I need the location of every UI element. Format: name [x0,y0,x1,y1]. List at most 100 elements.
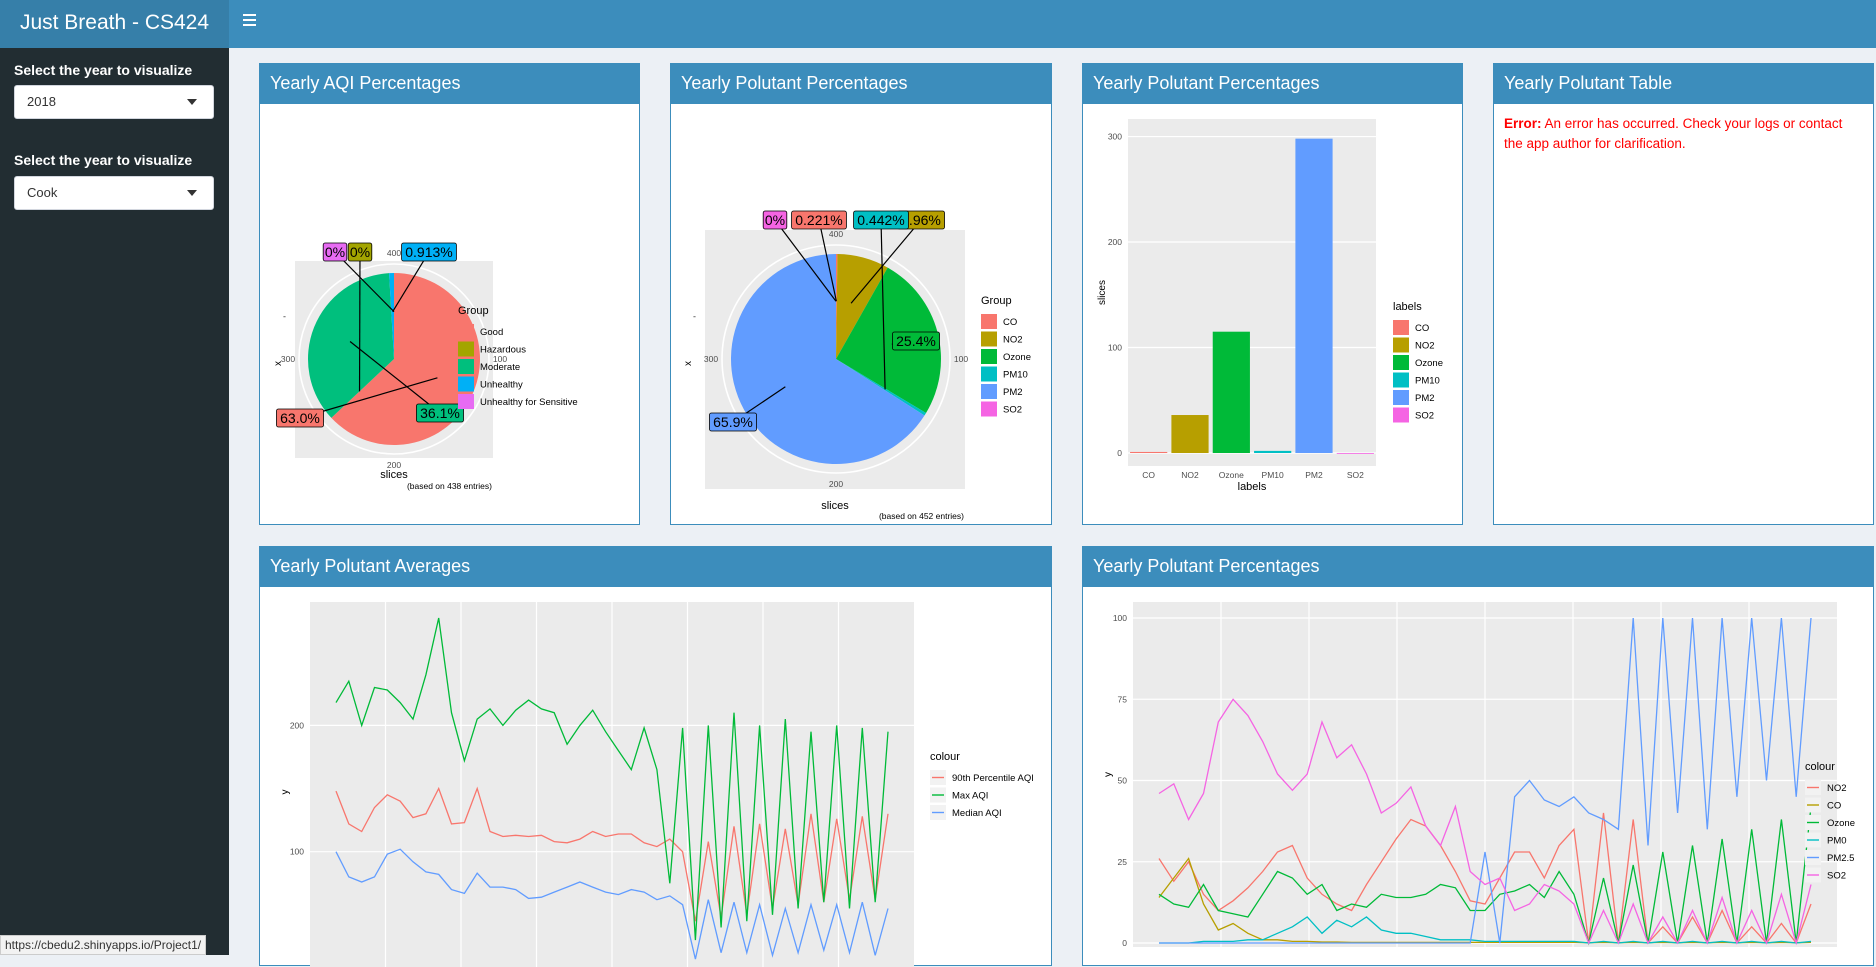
legend-label: PM2.5 [1827,853,1854,864]
legend-label: Unhealthy for Sensitive [480,397,578,408]
app-brand[interactable]: Just Breath - CS424 [0,0,229,48]
y-tick-label: 200 [290,720,304,730]
hamburger-menu-icon[interactable] [243,14,257,28]
pollutant-table-box: Yearly Polutant Table Error: An error ha… [1493,63,1874,525]
x-tick-label: PM10 [1262,470,1284,480]
x-tick-label: CO [1142,470,1155,480]
legend-label: Moderate [480,362,520,373]
legend-label: Ozone [1415,358,1443,369]
plot-panel [1128,119,1376,466]
x-tick-label: SO2 [1347,470,1364,480]
caption: (based on 438 entries) [407,481,492,491]
legend-key [1393,338,1409,353]
slice-label: 25.4% [896,333,936,349]
x-tick-label: NO2 [1181,470,1199,480]
slice-label: 0% [350,244,370,260]
y-tick-label: 100 [290,847,304,857]
y-tick-label: 25 [1118,857,1128,867]
angle-tick-label: 300 [704,354,718,364]
box-title: Yearly Polutant Averages [260,546,1051,587]
y-axis-label: y [1103,772,1114,777]
legend-key [1393,355,1409,370]
x-axis-label: slices [380,469,408,481]
legend-key [458,324,474,339]
chevron-down-icon [187,190,197,196]
y-axis-label: slices [1097,280,1108,305]
bar [1295,139,1332,453]
slice-label: 0% [325,244,345,260]
legend-label: PM2 [1003,387,1023,398]
x-tick-label: PM2 [1305,470,1323,480]
aqi-pie-chart: -10020030040063.0%0%36.1%0.913%0%xslices… [260,104,641,524]
y-tick-label: 75 [1118,694,1128,704]
legend-key [981,402,997,417]
y-tick-label: 0 [1122,938,1127,948]
y-tick-label: 50 [1118,776,1128,786]
legend-key [1393,408,1409,423]
legend-label: SO2 [1003,405,1022,416]
legend-label: PM10 [1415,376,1440,387]
legend-key [458,342,474,357]
status-url: https://cbedu2.shinyapps.io/Project1/ [0,935,206,955]
legend-title: labels [1393,301,1422,313]
bar [1130,452,1167,453]
box-title: Yearly Polutant Percentages [1083,546,1873,587]
legend-key [1393,320,1409,335]
box-title: Yearly Polutant Percentages [1083,63,1462,104]
slice-label: 0.913% [405,244,452,260]
legend-label: Max AQI [952,791,988,802]
legend-label: Hazardous [480,345,526,356]
top-navbar: Just Breath - CS424 [0,0,1876,48]
county-select[interactable]: Cook [14,176,214,210]
legend-label: Ozone [1003,352,1031,363]
angle-tick-label: 200 [829,479,843,489]
legend-label: PM0 [1827,836,1847,847]
y-axis-label: x [683,361,694,366]
box-title: Yearly Polutant Percentages [671,63,1051,104]
legend-label: Unhealthy [480,380,523,391]
slice-label: 36.1% [420,405,460,421]
legend-label: Median AQI [952,808,1002,819]
slice-label: 0.442% [857,212,904,228]
legend-label: PM2 [1415,393,1435,404]
y-tick-label: 200 [1108,237,1122,247]
year-select-value: 2018 [27,94,56,109]
legend-label: PM10 [1003,370,1028,381]
legend-key [981,349,997,364]
bar [1337,453,1374,454]
averages-box: Yearly Polutant Averages 0100200ycolour9… [259,546,1052,966]
legend-key [458,394,474,409]
legend-label: CO [1003,317,1017,328]
angle-tick-label: 400 [387,248,401,258]
x-tick-label: Ozone [1219,470,1244,480]
legend-key [1393,390,1409,405]
legend-key [458,377,474,392]
y-tick: - [693,312,696,322]
county-select-label: Select the year to visualize [14,152,192,168]
legend-key [981,384,997,399]
slice-label: 63.0% [280,410,320,426]
bar [1213,332,1250,453]
y-axis-label: y [280,790,291,795]
legend-key [981,314,997,329]
county-select-value: Cook [27,185,57,200]
y-tick-label: 0 [1117,448,1122,458]
legend-label: SO2 [1827,871,1846,882]
slice-label: 0% [765,212,785,228]
legend-key [458,359,474,374]
legend-label: CO [1827,801,1841,812]
year-select[interactable]: 2018 [14,85,214,119]
chevron-down-icon [187,99,197,105]
legend-title: colour [930,751,960,763]
legend-label: SO2 [1415,411,1434,422]
y-tick: - [283,312,286,322]
slice-label: 65.9% [713,414,753,430]
error-message: Error: An error has occurred. Check your… [1504,114,1863,154]
legend-key [981,332,997,347]
